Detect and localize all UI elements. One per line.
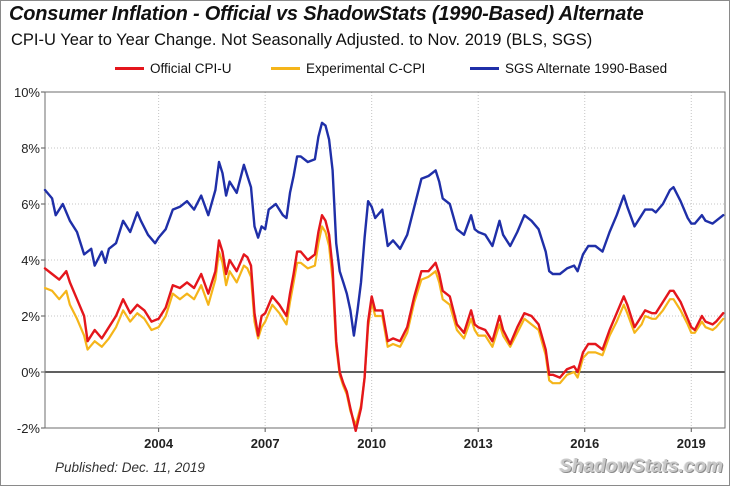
sgs-alternate-line [43, 121, 725, 337]
official-cpi-line [43, 213, 725, 432]
legend-swatch-sgs-alternate [470, 67, 499, 70]
x-tick-label: 2019 [677, 436, 706, 451]
legend-swatch-official-cpi [115, 67, 144, 70]
x-tick-label: 2013 [464, 436, 493, 451]
legend-item-experimental-ccpi: Experimental C-CPI [271, 61, 425, 76]
y-tick-label: 8% [21, 141, 40, 156]
x-tick-label: 2010 [357, 436, 386, 451]
y-tick-label: 0% [21, 365, 40, 380]
legend-label-experimental-ccpi: Experimental C-CPI [306, 61, 426, 76]
x-tick-label: 2004 [144, 436, 174, 451]
chart-subtitle: CPI-U Year to Year Change. Not Seasonall… [11, 31, 593, 49]
chart-title: Consumer Inflation - Official vs ShadowS… [9, 3, 644, 25]
y-tick-label: 2% [21, 309, 40, 324]
y-tick-label: 10% [14, 85, 40, 100]
y-tick-label: 4% [21, 253, 40, 268]
legend-swatch-experimental-ccpi [271, 67, 300, 70]
shadowstats-logo: ShadowStats.com [559, 456, 723, 477]
x-tick-label: 2007 [251, 436, 280, 451]
legend-label-official-cpi: Official CPI-U [150, 61, 232, 76]
legend-item-sgs-alternate: SGS Alternate 1990-Based [470, 61, 667, 76]
y-tick-label: 6% [21, 197, 40, 212]
legend-item-official-cpi: Official CPI-U [115, 61, 232, 76]
legend-label-sgs-alternate: SGS Alternate 1990-Based [505, 61, 668, 76]
y-tick-label: -2% [17, 421, 41, 436]
plot-frame [44, 91, 726, 429]
x-tick-label: 2016 [570, 436, 599, 451]
published-date: Published: Dec. 11, 2019 [55, 460, 205, 475]
